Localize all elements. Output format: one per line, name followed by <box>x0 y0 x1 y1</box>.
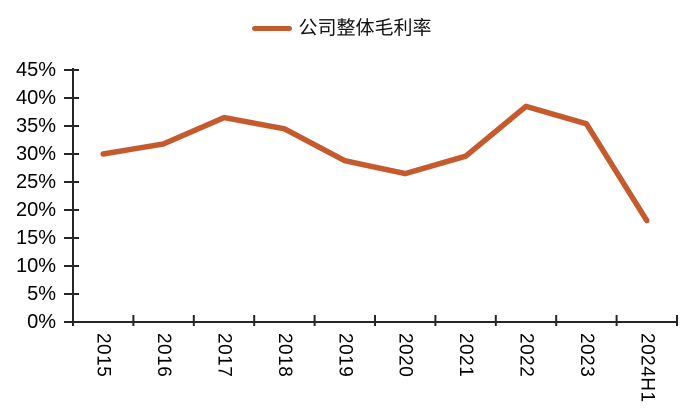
x-axis-label: 2017 <box>214 333 235 377</box>
legend-line-swatch <box>252 26 293 31</box>
y-axis-label: 15% <box>16 227 56 249</box>
y-axis-label: 10% <box>16 255 56 277</box>
x-axis-label: 2019 <box>334 333 355 377</box>
y-axis-label: 5% <box>27 283 56 305</box>
y-axis-label: 35% <box>16 115 56 137</box>
x-axis-label: 2023 <box>576 333 597 377</box>
axis-lines <box>72 68 677 323</box>
x-axis-label: 2021 <box>455 333 476 377</box>
x-axis-label: 2015 <box>93 333 114 377</box>
legend-label: 公司整体毛利率 <box>298 17 432 39</box>
x-axis-label: 2024H1 <box>636 333 657 403</box>
x-axis-label: 2016 <box>153 333 174 377</box>
y-axis-label: 25% <box>16 171 56 193</box>
y-axis-label: 30% <box>16 143 56 165</box>
y-axis-label: 40% <box>16 87 56 109</box>
y-axis-label: 0% <box>27 311 56 333</box>
x-axis-label: 2018 <box>274 333 295 377</box>
y-axis-label: 20% <box>16 199 56 221</box>
legend: 公司整体毛利率 <box>0 19 692 38</box>
series-line-gross-margin <box>100 103 650 224</box>
y-axis-label: 45% <box>16 59 56 81</box>
x-axis-label: 2022 <box>516 333 537 377</box>
x-axis-label: 2020 <box>395 333 416 377</box>
